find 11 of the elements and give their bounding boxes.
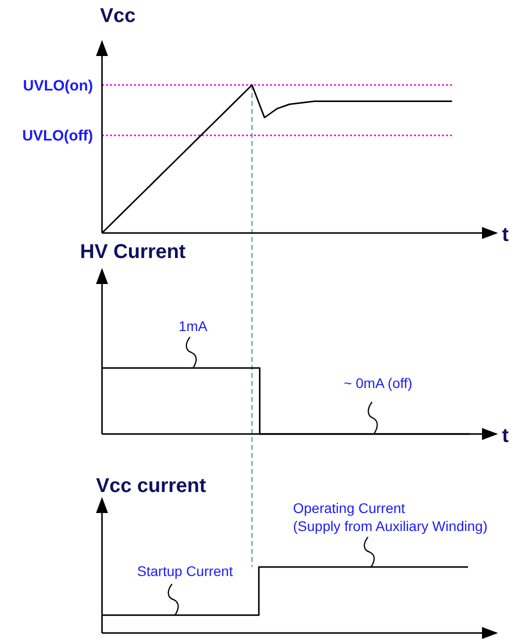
x-axis-title: t: [502, 425, 509, 447]
ref-line-label: UVLO(on): [23, 77, 94, 94]
y-axis-title: Vcc current: [96, 475, 206, 497]
y-axis-title: Vcc: [100, 5, 136, 27]
annotation: ~ 0mA (off): [344, 375, 412, 391]
annotation: Startup Current: [137, 563, 233, 579]
annotation: Operating Current (Supply from Auxiliary Winding): [293, 500, 488, 534]
ref-line-label: UVLO(off): [22, 128, 94, 145]
x-axis-title: t: [502, 224, 509, 246]
y-axis-title: HV Current: [80, 241, 186, 263]
annotation: 1mA: [178, 318, 208, 334]
